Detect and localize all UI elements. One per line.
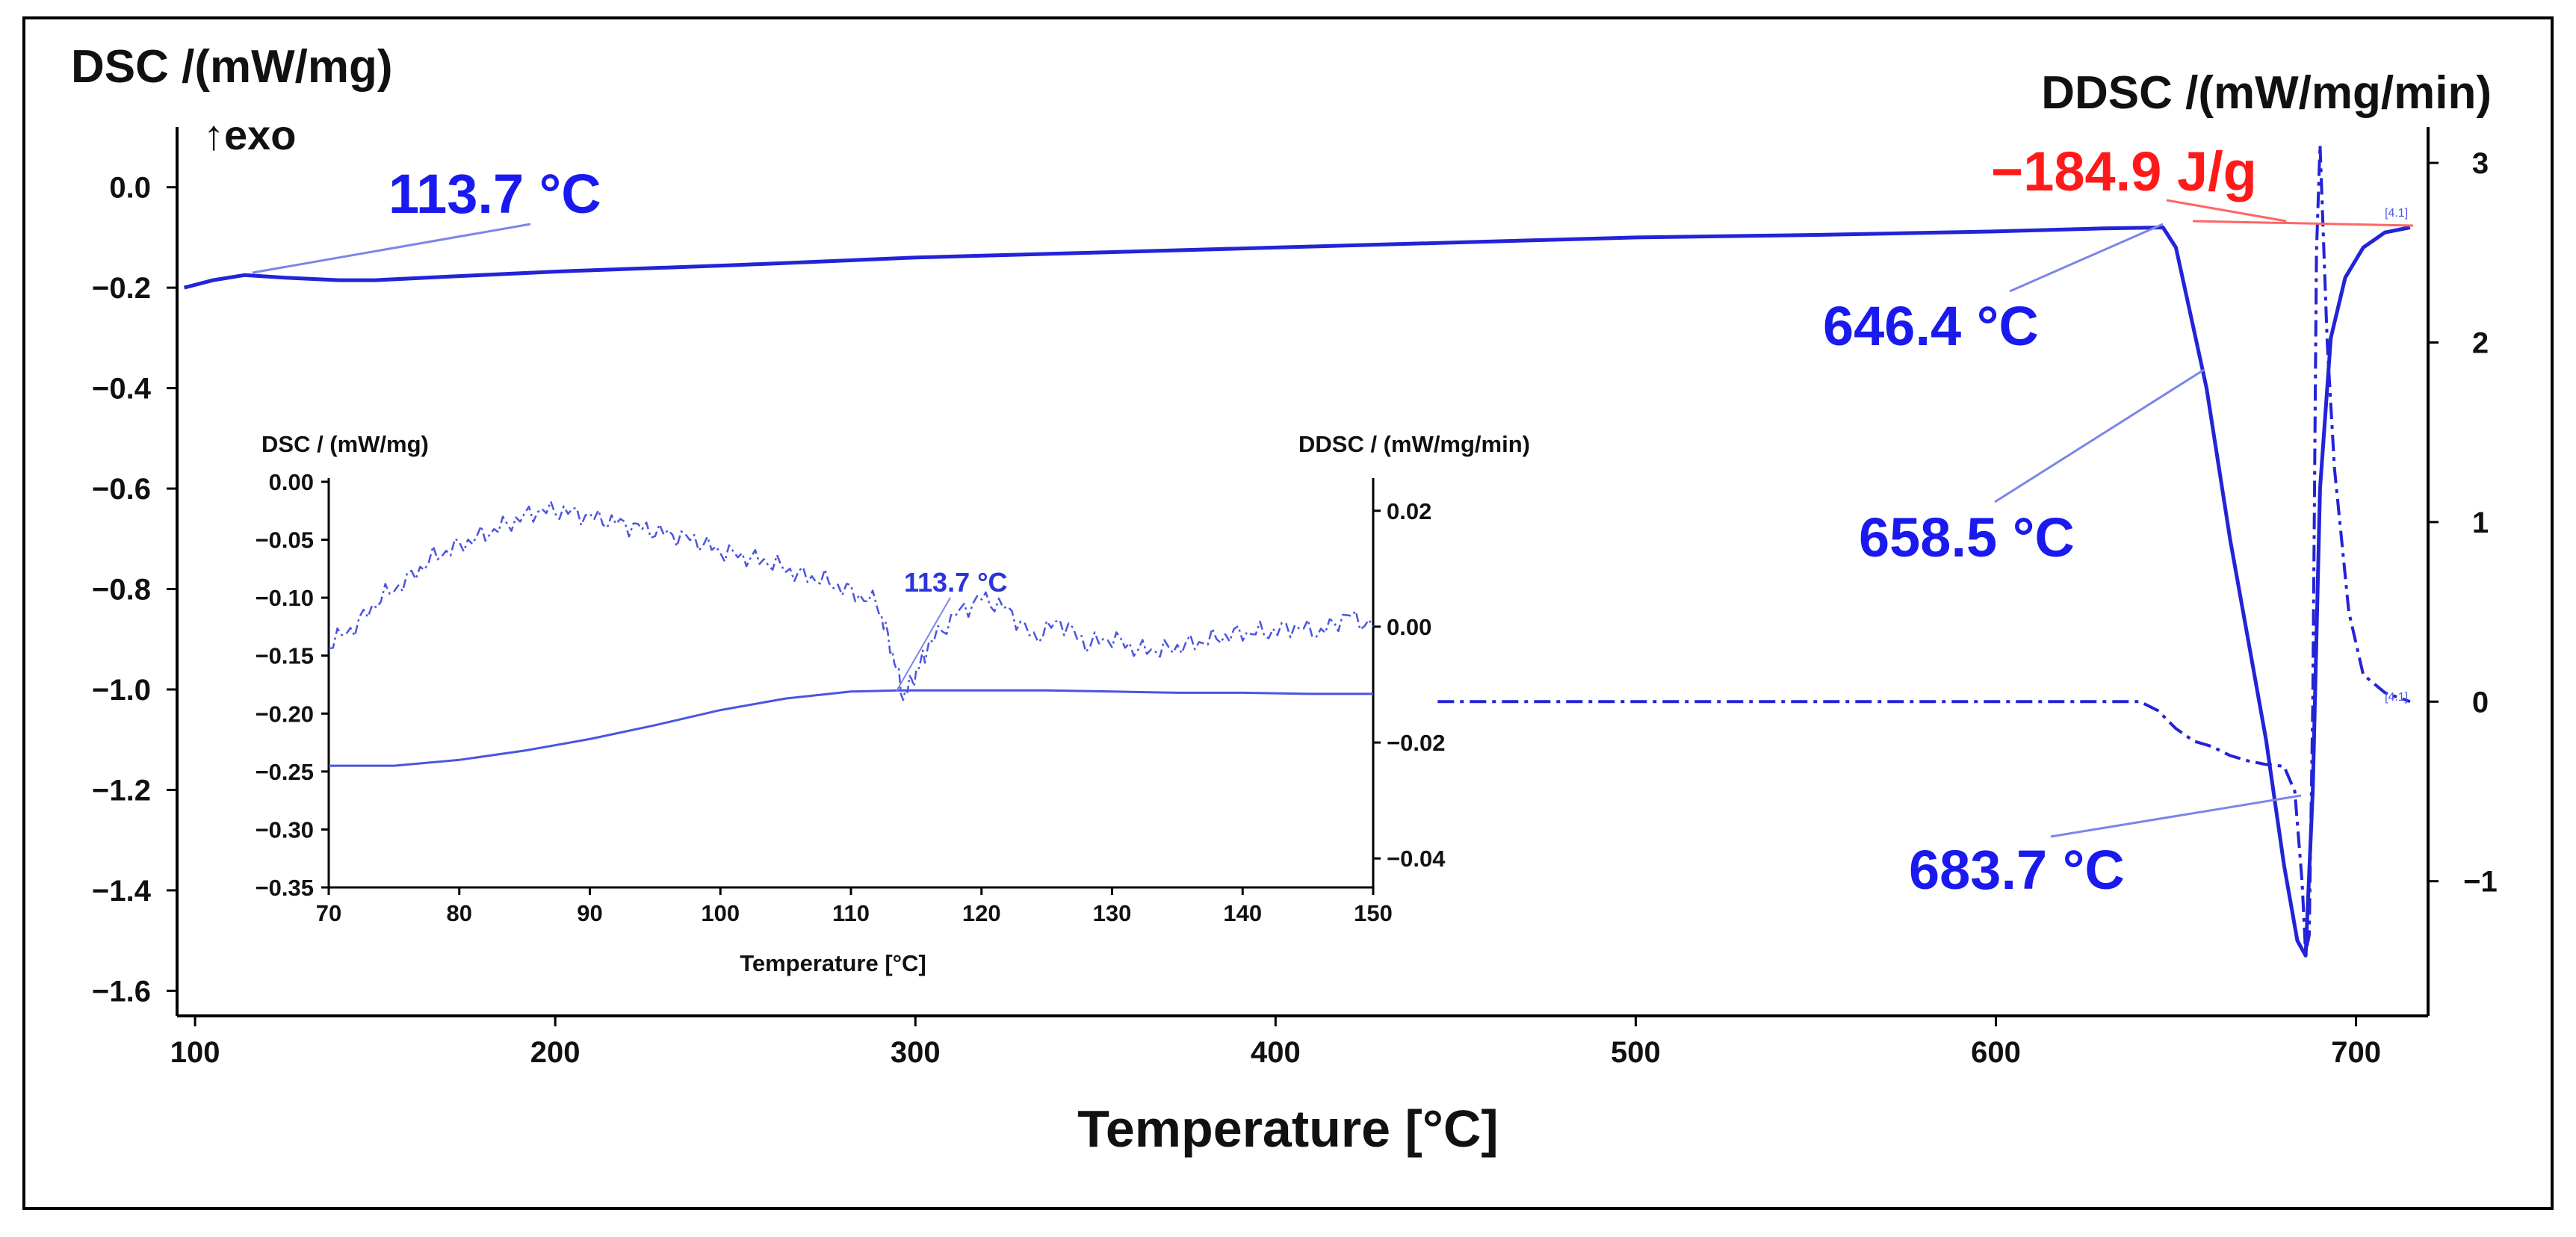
y-left-tick-label: −0.8: [92, 574, 151, 607]
y-right-tick-label: 1: [2472, 506, 2489, 539]
inset-y-right-title: DDSC / (mW/mg/min): [1298, 431, 1530, 457]
inset-y-right-tick-label: 0.00: [1387, 614, 1431, 640]
inset-x-tick-label: 120: [962, 900, 1001, 926]
inset-x-title: Temperature [°C]: [740, 950, 926, 976]
y-axis-left-exo: ↑exo: [203, 111, 297, 158]
x-tick-label: 600: [1971, 1036, 2021, 1069]
y-left-tick-label: −1.2: [92, 774, 151, 807]
y-right-tick-label: 3: [2472, 147, 2489, 180]
y-right-tick-label: −1: [2463, 866, 2498, 899]
inset-y-left-tick-label: −0.30: [256, 816, 314, 843]
y-left-tick-label: −0.4: [92, 373, 152, 406]
inset-y-left-tick-label: −0.25: [256, 759, 314, 785]
main-axes: [176, 127, 2430, 1017]
annot-683: 683.7 °C: [1909, 839, 2125, 901]
y-left-tick-label: −0.2: [92, 272, 151, 305]
x-axis-title: Temperature [°C]: [1077, 1100, 1498, 1158]
inset-y-left-tick-label: −0.10: [256, 585, 314, 611]
y-axis-right-title: DDSC /(mW/mg/min): [2041, 67, 2492, 119]
inset-x-tick-label: 80: [447, 900, 472, 926]
y-left-tick-label: −0.6: [92, 473, 151, 506]
inset-x-tick-label: 90: [577, 900, 602, 926]
inset-x-tick-label: 140: [1223, 900, 1262, 926]
inset-ticks: 70 80 90 100 110 120 130 140 150 0.00 −0.05 −0.10 −0…: [256, 469, 1446, 926]
inset-curves: [328, 500, 1375, 767]
leader-683: [2050, 794, 2302, 838]
inset-y-left-tick-label: −0.05: [256, 527, 314, 554]
inset-leader-113: [896, 597, 951, 692]
y-left-tick-label: 0.0: [109, 172, 151, 205]
y-left-tick-label: −1.0: [92, 674, 151, 707]
x-tick-label: 100: [170, 1036, 220, 1069]
inset-y-left-tick-label: 0.00: [269, 469, 314, 495]
x-tick-label: 300: [891, 1036, 941, 1069]
inset-annot-113: 113.7 °C: [904, 567, 1008, 598]
inset-x-tick-label: 100: [701, 900, 740, 926]
inset-x-tick-label: 130: [1093, 900, 1132, 926]
inset-x-tick-label: 70: [316, 900, 341, 926]
annot-646: 646.4 °C: [1823, 295, 2039, 357]
x-tick-label: 500: [1611, 1036, 1661, 1069]
y-right-tick-label: 0: [2472, 686, 2489, 719]
inset-y-right-tick-label: −0.04: [1387, 846, 1446, 872]
inset-background: [327, 478, 1373, 1001]
inset-y-left-tick-label: −0.35: [256, 875, 314, 901]
y-left-tick-label: −1.4: [92, 875, 152, 908]
figure-frame: [22, 16, 2554, 1210]
peak-marker-bottom: [4.1]: [2385, 691, 2408, 704]
inset-y-left-title: DSC / (mW/mg): [261, 431, 429, 457]
main-annotations: 113.7 °C 646.4 °C 658.5 °C 683.7 °C −184…: [252, 140, 2414, 901]
annot-113: 113.7 °C: [388, 163, 601, 225]
leader-646: [2009, 223, 2164, 293]
main-series-dsc: [183, 226, 2411, 958]
leader-658: [1994, 368, 2205, 503]
y-right-tick-label: 2: [2472, 326, 2489, 359]
y-axis-left-title: DSC /(mW/mg): [71, 41, 393, 93]
inset-x-tick-label: 150: [1354, 900, 1393, 926]
inset-series-ddsc: [328, 500, 1375, 701]
inset-y-left-tick-label: −0.15: [256, 643, 314, 669]
inset-y-left-tick-label: −0.20: [256, 701, 314, 727]
y-left-tick-label: −1.6: [92, 975, 151, 1008]
enthalpy-baseline: [2192, 220, 2414, 227]
main-ticks: 100 200 300 400 500 600 7000.0−0.2−0.4−0.6−0.8…: [92, 147, 2498, 1069]
inset-y-right-tick-label: 0.02: [1387, 498, 1431, 524]
enthalpy-leader: [2166, 199, 2287, 223]
inset-x-tick-label: 110: [832, 900, 870, 926]
inset-y-right-tick-label: −0.02: [1387, 730, 1445, 756]
annot-658: 658.5 °C: [1859, 506, 2075, 568]
x-tick-label: 200: [530, 1036, 580, 1069]
x-tick-label: 700: [2331, 1036, 2381, 1069]
leader-113: [252, 223, 531, 274]
peak-marker-top: [4.1]: [2385, 207, 2408, 220]
inset-series-dsc: [329, 689, 1373, 767]
x-tick-label: 400: [1251, 1036, 1301, 1069]
inset: DSC / (mW/mg) DDSC / (mW/mg/min) Tempera…: [256, 431, 1530, 1001]
annot-enthalpy: −184.9 J/g: [1991, 140, 2257, 202]
main-curves: [183, 143, 2411, 958]
main-series-ddsc: [1437, 143, 2411, 955]
